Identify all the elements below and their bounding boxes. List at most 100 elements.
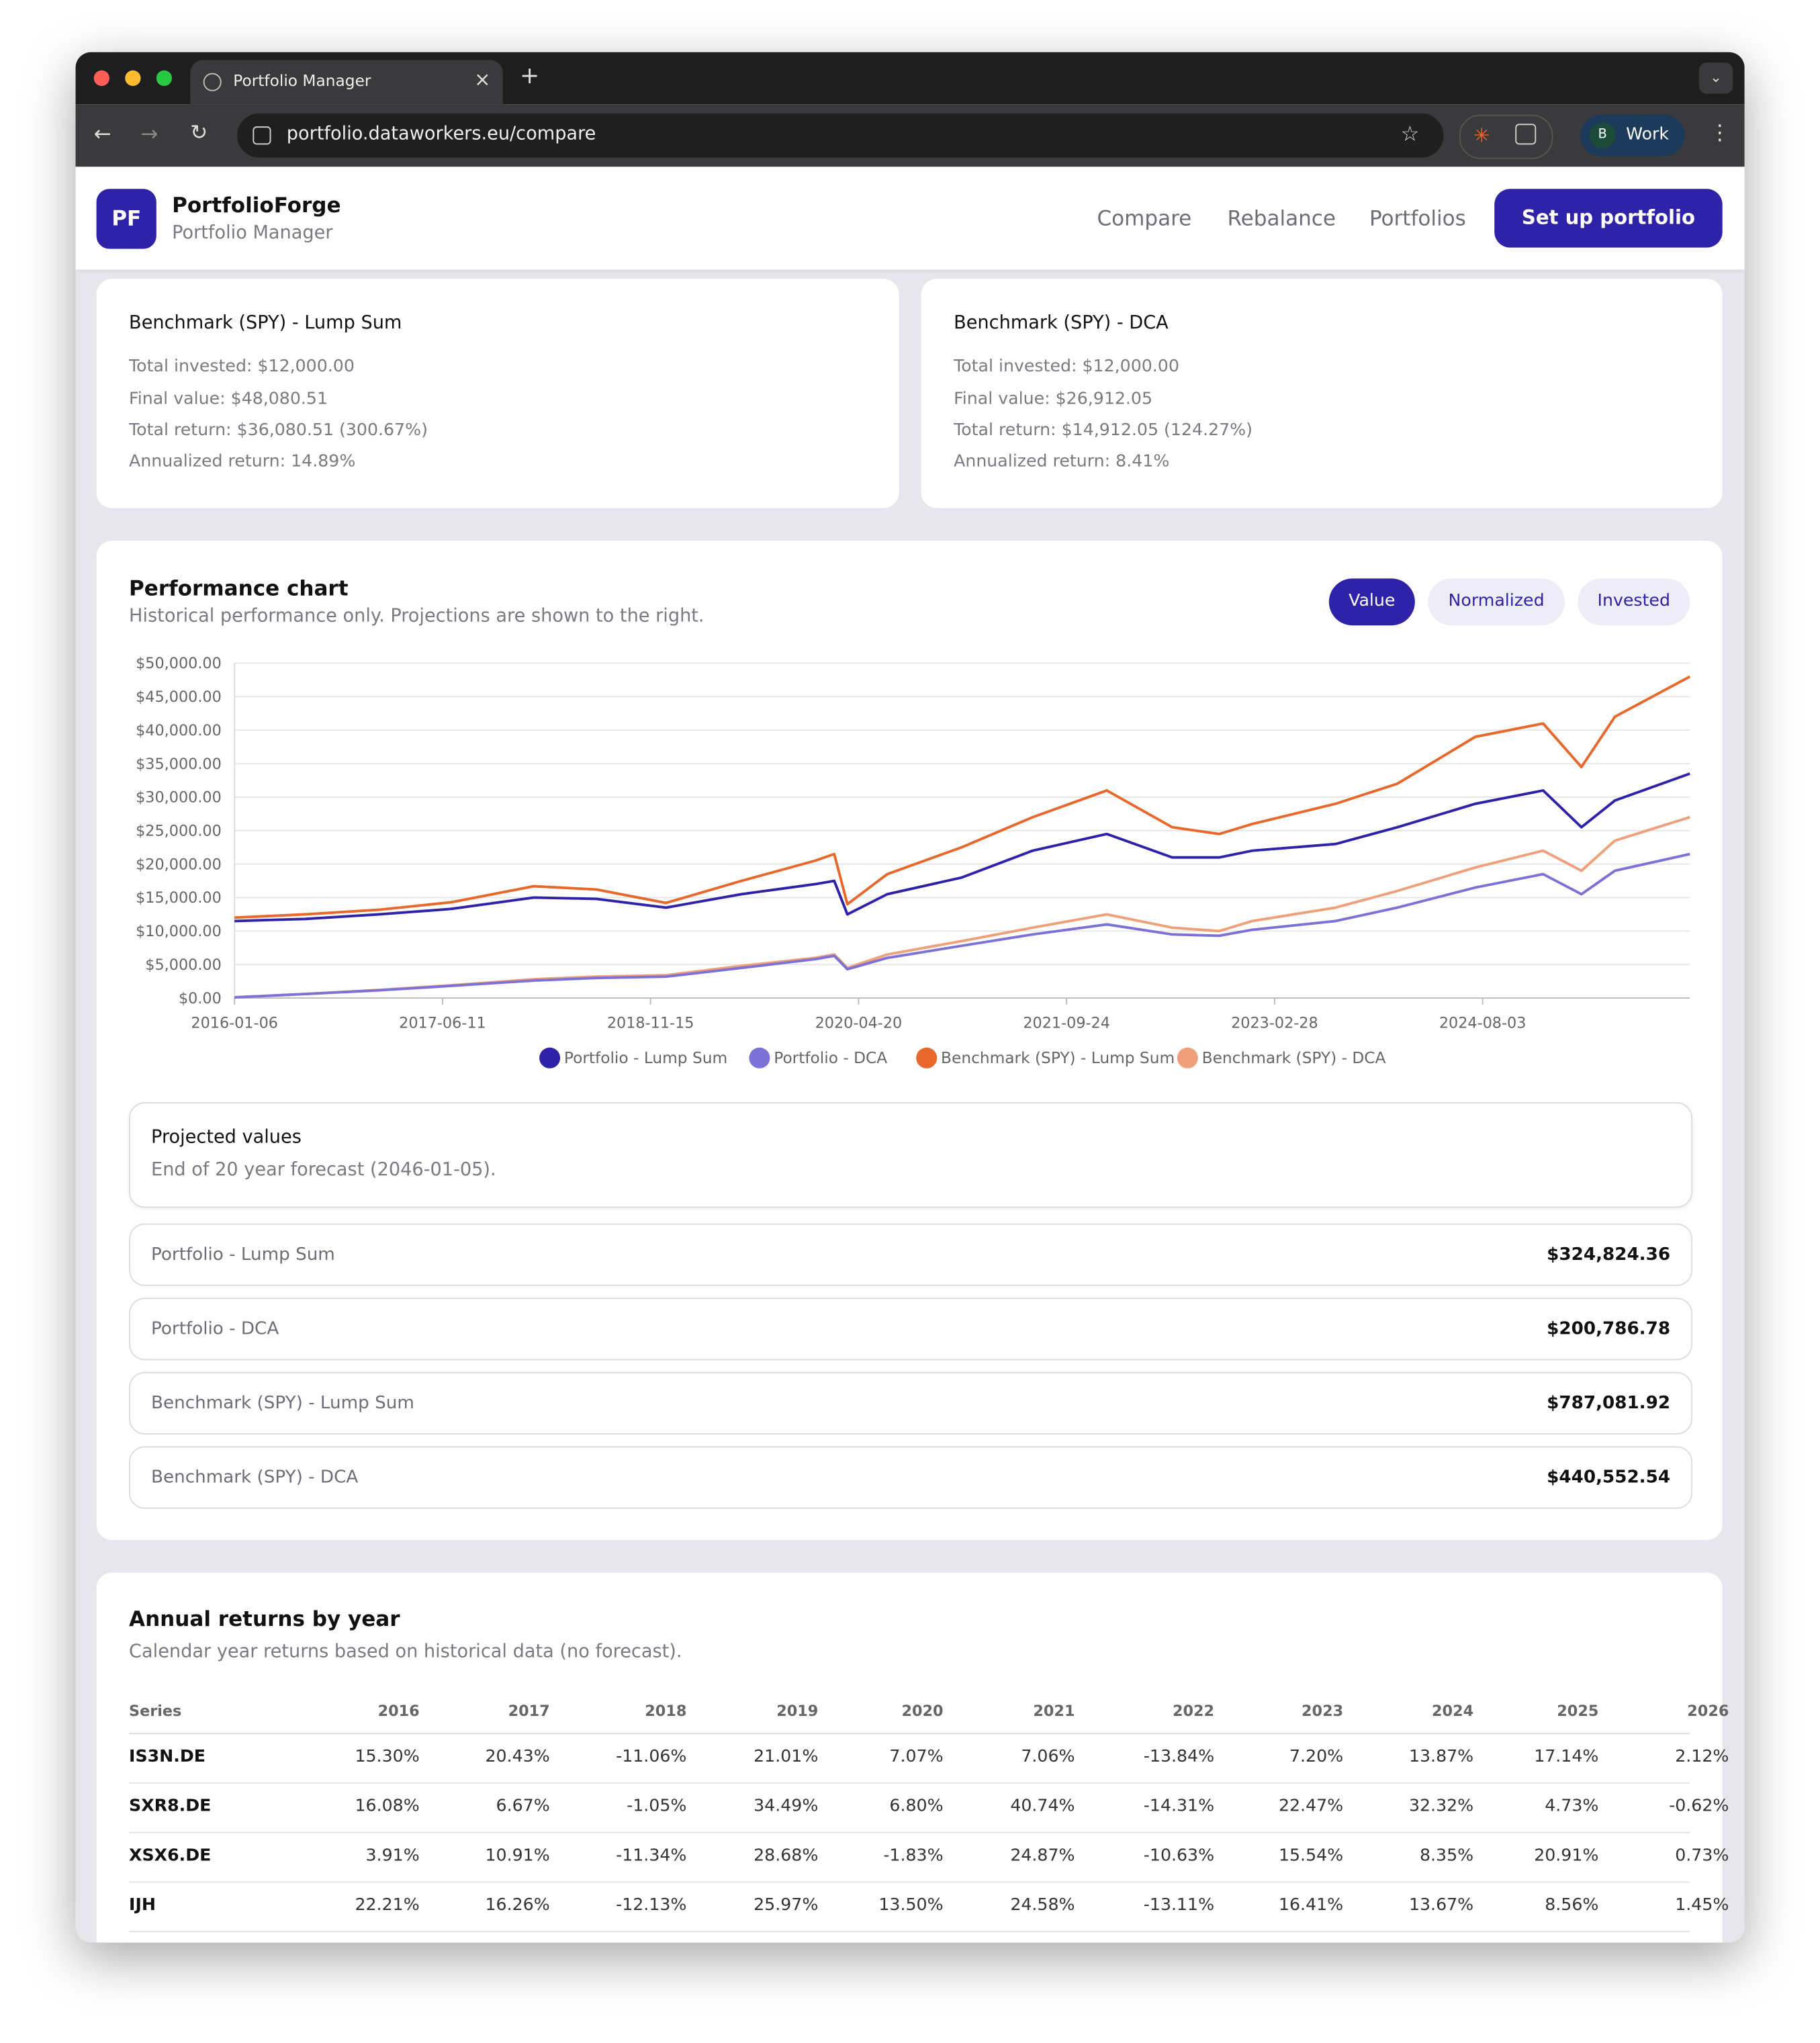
app-name: PortfolioForge bbox=[172, 193, 341, 218]
view-toggle[interactable]: Value bbox=[1328, 578, 1415, 626]
return-cell: 10.91% bbox=[485, 1846, 550, 1866]
minimize-window[interactable] bbox=[125, 70, 141, 87]
return-cell: 8.35% bbox=[1419, 1846, 1474, 1866]
row-divider bbox=[129, 1733, 1690, 1735]
back-button[interactable]: ← bbox=[93, 121, 111, 146]
return-cell: 22.47% bbox=[1278, 1797, 1344, 1817]
return-cell: -13.84% bbox=[1143, 1747, 1215, 1767]
y-tick-label: $5,000.00 bbox=[145, 956, 221, 974]
x-tick-label: 2016-01-06 bbox=[191, 1015, 278, 1032]
bookmark-star[interactable]: ☆ bbox=[1400, 121, 1420, 146]
return-cell: -12.13% bbox=[616, 1895, 687, 1915]
return-cell: -0.62% bbox=[1669, 1797, 1729, 1817]
y-tick-label: $20,000.00 bbox=[136, 856, 222, 873]
return-cell: 21.01% bbox=[754, 1747, 819, 1767]
card-line: Annualized return: 14.89% bbox=[129, 452, 356, 472]
return-cell: -1.05% bbox=[627, 1797, 687, 1817]
card-title: Benchmark (SPY) - Lump Sum bbox=[129, 312, 402, 334]
new-tab[interactable]: + bbox=[520, 62, 540, 90]
return-cell: 24.58% bbox=[1010, 1895, 1075, 1915]
return-cell: 16.08% bbox=[355, 1797, 420, 1817]
return-cell: 17.14% bbox=[1534, 1747, 1599, 1767]
nav-link[interactable]: Rebalance bbox=[1227, 206, 1336, 231]
return-cell: 4.73% bbox=[1545, 1797, 1599, 1817]
tab[interactable]: Portfolio Manager × bbox=[190, 60, 503, 105]
return-cell: 6.67% bbox=[496, 1797, 550, 1817]
view-toggle[interactable]: Normalized bbox=[1428, 578, 1565, 626]
row-divider bbox=[129, 1881, 1690, 1883]
card-line: Annualized return: 8.41% bbox=[954, 452, 1170, 472]
legend-marker bbox=[749, 1047, 770, 1069]
series-name: SXR8.DE bbox=[129, 1797, 212, 1817]
x-tick-label: 2018-11-15 bbox=[607, 1015, 694, 1032]
series-line bbox=[234, 815, 1690, 999]
card-line: Total return: $36,080.51 (300.67%) bbox=[129, 420, 428, 441]
performance-card: Performance chart Historical performance… bbox=[96, 541, 1723, 1541]
nav-link[interactable]: Portfolios bbox=[1369, 206, 1466, 231]
return-cell: 1.45% bbox=[1675, 1895, 1729, 1915]
return-cell: -11.34% bbox=[616, 1846, 687, 1866]
return-cell: 28.68% bbox=[754, 1846, 819, 1866]
extensions-menu[interactable] bbox=[1515, 124, 1537, 145]
series-name: XSX6.DE bbox=[129, 1846, 212, 1866]
y-tick-label: $40,000.00 bbox=[136, 722, 222, 739]
column-header: 2020 bbox=[901, 1701, 944, 1720]
return-cell: 32.32% bbox=[1408, 1797, 1474, 1817]
row-divider bbox=[129, 1782, 1690, 1784]
site-info[interactable] bbox=[253, 126, 271, 145]
legend-marker bbox=[1177, 1047, 1198, 1069]
column-header: 2022 bbox=[1172, 1701, 1215, 1720]
series-line bbox=[234, 852, 1690, 999]
card-line: Total return: $14,912.05 (124.27%) bbox=[954, 420, 1253, 441]
tab-search[interactable]: ⌄ bbox=[1698, 62, 1733, 94]
card-line: Total invested: $12,000.00 bbox=[954, 357, 1179, 377]
view-toggle[interactable]: Invested bbox=[1578, 578, 1690, 626]
close-window[interactable] bbox=[93, 70, 109, 87]
return-cell: -14.31% bbox=[1143, 1797, 1215, 1817]
logo[interactable]: PF bbox=[96, 189, 156, 249]
profile-name: Work bbox=[1626, 125, 1669, 145]
return-cell: 16.26% bbox=[485, 1895, 550, 1915]
setup-portfolio-button[interactable]: Set up portfolio bbox=[1494, 189, 1723, 248]
return-cell: 8.56% bbox=[1545, 1895, 1599, 1915]
y-tick-label: $0.00 bbox=[179, 990, 222, 1007]
reload-button[interactable]: ↻ bbox=[190, 120, 208, 145]
address-bar[interactable]: portfolio.dataworkers.eu/compare ☆ bbox=[237, 113, 1444, 158]
projection-subtitle: End of 20 year forecast (2046-01-05). bbox=[151, 1159, 496, 1181]
return-cell: 7.07% bbox=[889, 1747, 944, 1767]
return-cell: 3.91% bbox=[365, 1846, 420, 1866]
extension-icon[interactable]: ✳ bbox=[1473, 124, 1490, 148]
return-cell: 25.97% bbox=[754, 1895, 819, 1915]
x-tick-label: 2024-08-03 bbox=[1439, 1015, 1527, 1032]
x-tick-label: 2023-02-28 bbox=[1231, 1015, 1318, 1032]
return-cell: -13.11% bbox=[1143, 1895, 1215, 1915]
column-header: 2021 bbox=[1033, 1701, 1075, 1720]
y-tick-label: $25,000.00 bbox=[136, 823, 222, 840]
section-title: Performance chart bbox=[129, 576, 349, 601]
tab-title: Portfolio Manager bbox=[233, 71, 371, 90]
nav-link[interactable]: Compare bbox=[1097, 206, 1192, 231]
summary-card: Benchmark (SPY) - DCA Total invested: $1… bbox=[921, 279, 1723, 508]
projection-header: Projected values End of 20 year forecast… bbox=[129, 1102, 1693, 1208]
tab-close[interactable]: × bbox=[474, 67, 491, 91]
browser-menu[interactable]: ⋮ bbox=[1709, 120, 1731, 145]
row-divider bbox=[129, 1931, 1690, 1933]
profile-avatar: B bbox=[1589, 122, 1616, 149]
profile-button[interactable]: B Work bbox=[1580, 114, 1685, 156]
projection-row: Portfolio - DCA $200,786.78 bbox=[129, 1298, 1693, 1361]
return-cell: 22.21% bbox=[355, 1895, 420, 1915]
tab-icon bbox=[203, 73, 222, 91]
x-tick-label: 2017-06-11 bbox=[399, 1015, 486, 1032]
forward-button[interactable]: → bbox=[140, 121, 158, 146]
url: portfolio.dataworkers.eu/compare bbox=[286, 124, 596, 145]
return-cell: 7.20% bbox=[1289, 1747, 1344, 1767]
column-header: Series bbox=[129, 1701, 182, 1720]
column-header: 2016 bbox=[377, 1701, 420, 1720]
extensions[interactable]: ✳ bbox=[1459, 114, 1553, 159]
maximize-window[interactable] bbox=[156, 70, 173, 87]
return-cell: 40.74% bbox=[1010, 1797, 1075, 1817]
legend-label: Benchmark (SPY) - Lump Sum bbox=[941, 1049, 1175, 1067]
column-header: 2018 bbox=[645, 1701, 687, 1720]
column-header: 2023 bbox=[1302, 1701, 1344, 1720]
